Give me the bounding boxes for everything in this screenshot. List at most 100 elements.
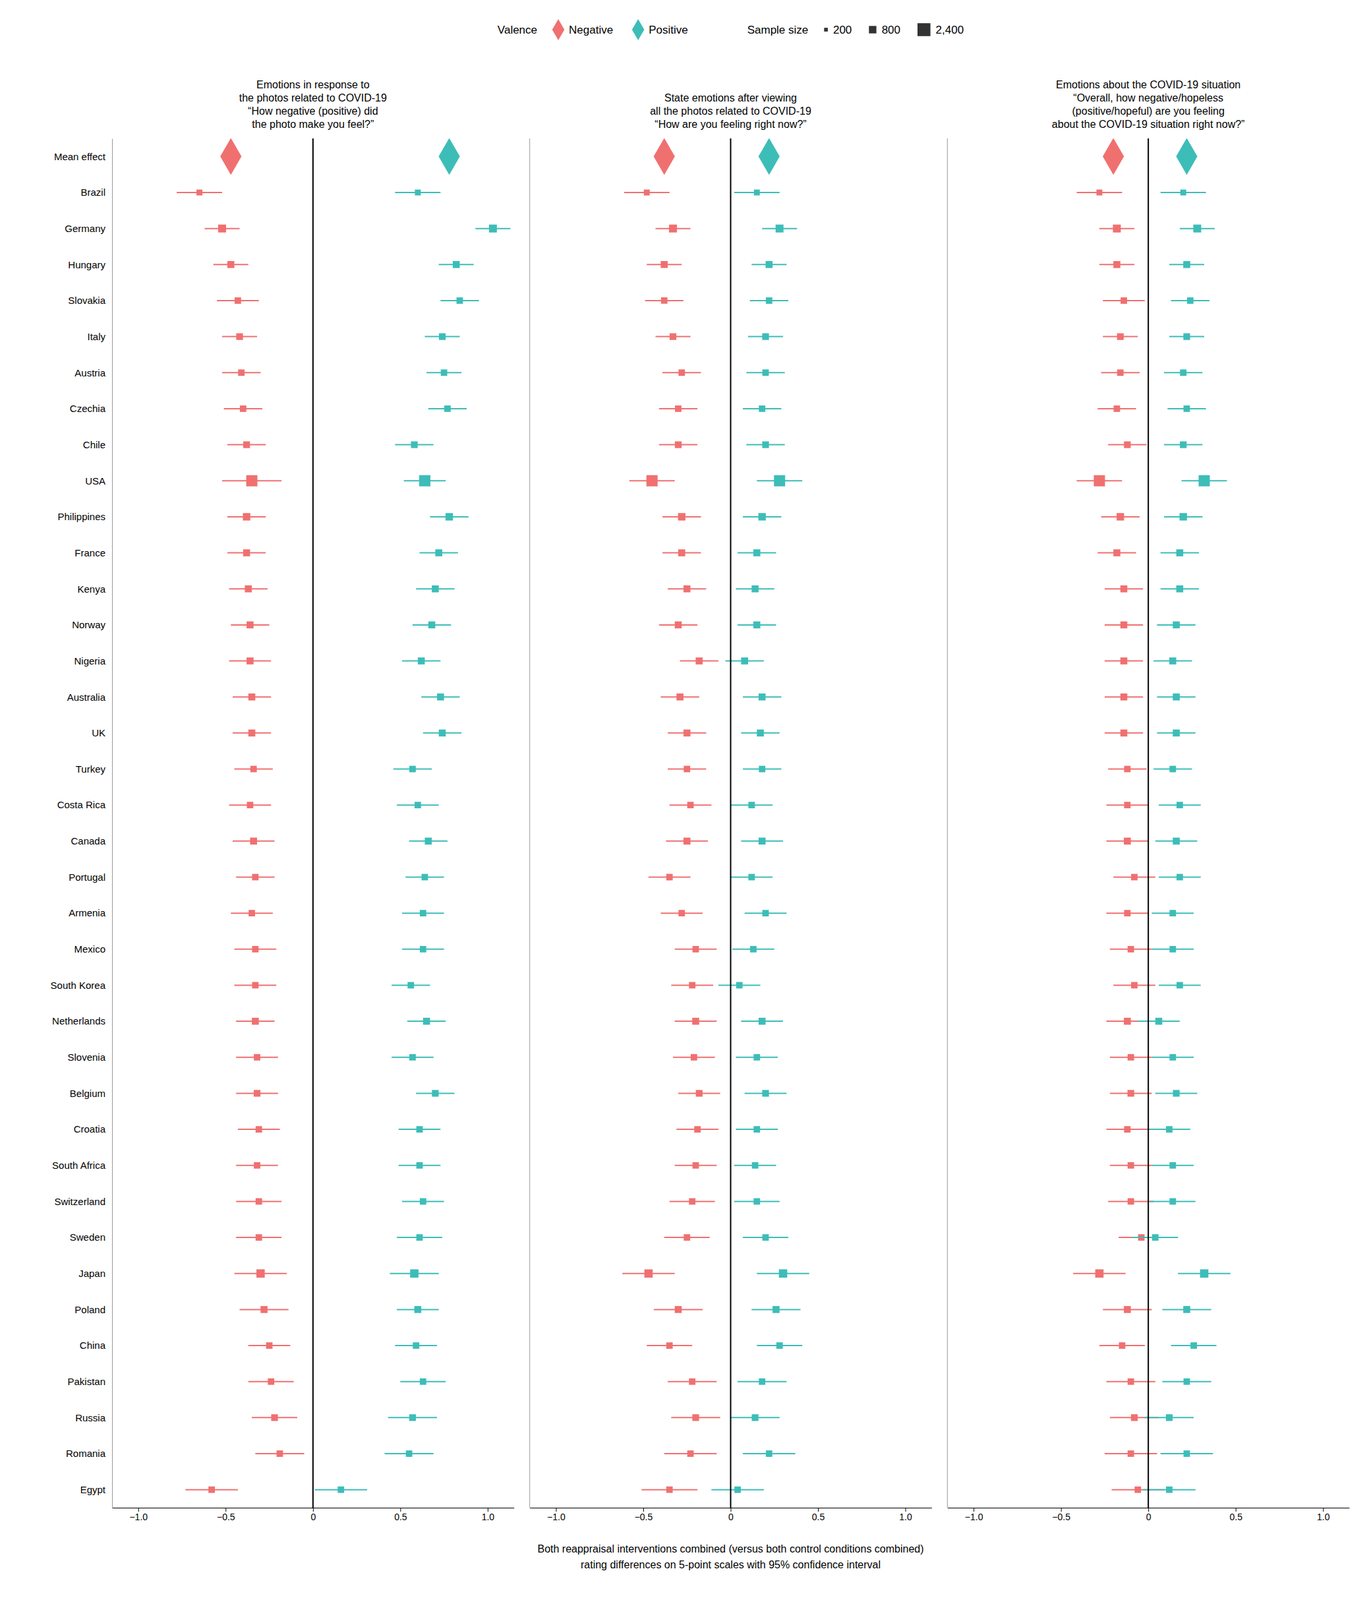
legend-marker [552, 19, 565, 41]
y-tick-label: Nigeria [73, 655, 106, 667]
y-tick-label: USA [85, 475, 106, 487]
y-tick-label: China [79, 1339, 107, 1351]
panel: −1.0−0.500.51.0State emotions after view… [529, 92, 933, 1522]
point [758, 765, 766, 773]
y-tick: Czechia [69, 402, 113, 414]
point [1123, 1305, 1132, 1313]
x-axis: −1.0−0.500.51.0 [112, 1507, 515, 1522]
point [1120, 657, 1128, 665]
point [683, 765, 691, 773]
point [1183, 1450, 1191, 1457]
point [1165, 1486, 1173, 1493]
point [674, 621, 683, 629]
point [734, 1486, 741, 1493]
x-tick-label: 1.0 [481, 1511, 496, 1522]
series [176, 138, 305, 1493]
x-tick-label: 0 [310, 1511, 316, 1522]
point [438, 333, 446, 341]
point [419, 909, 427, 917]
point [1165, 1125, 1173, 1133]
point [1123, 1017, 1132, 1025]
point [669, 333, 677, 341]
point [761, 440, 769, 448]
point [776, 1341, 784, 1349]
point [1134, 1486, 1141, 1493]
point [267, 1378, 275, 1385]
point [255, 1125, 263, 1133]
point [412, 1341, 420, 1349]
chart: −1.0−0.500.51.0Mean effectBrazilGermanyH… [0, 0, 1369, 1600]
y-tick-label: Netherlands [52, 1015, 106, 1027]
point [440, 369, 448, 376]
point [1179, 512, 1188, 521]
point [761, 333, 769, 341]
x-tick: −1.0 [547, 1507, 566, 1522]
point [1152, 1233, 1159, 1241]
y-tick: Slovakia [67, 294, 113, 306]
y-tick: Croatia [73, 1123, 113, 1135]
point [1119, 1341, 1126, 1349]
series [622, 138, 720, 1493]
point [1183, 261, 1191, 269]
x-tick-label: 1.0 [899, 1511, 913, 1522]
y-tick-label: Turkey [75, 763, 107, 775]
series [314, 138, 511, 1493]
point [255, 1233, 263, 1241]
y-tick: South Africa [52, 1159, 113, 1171]
x-tick: −1.0 [129, 1507, 148, 1522]
zero-line [1147, 138, 1149, 1508]
x-axis-title: Both reappraisal interventions combined … [537, 1543, 924, 1571]
point [661, 297, 668, 304]
y-tick: UK [91, 727, 113, 739]
point [255, 1198, 263, 1205]
point [775, 224, 784, 233]
point [643, 189, 650, 196]
point [416, 1233, 424, 1241]
y-axis: Mean effectBrazilGermanyHungarySlovakiaI… [50, 139, 113, 1509]
y-tick-label: Hungary [67, 259, 106, 271]
point [438, 729, 447, 737]
point [1187, 297, 1194, 304]
y-axis-line [947, 138, 948, 1508]
point [683, 837, 691, 845]
point [1179, 440, 1187, 448]
point [753, 621, 761, 629]
point [251, 1017, 260, 1025]
point [683, 585, 691, 593]
point [752, 1162, 759, 1169]
y-tick: Egypt [80, 1483, 113, 1495]
y-tick: Mexico [73, 943, 113, 955]
point [423, 1017, 431, 1025]
point [660, 261, 668, 269]
x-tick: −0.5 [1051, 1507, 1071, 1522]
point [666, 1486, 673, 1493]
y-tick: Sweden [69, 1231, 113, 1243]
point [1169, 909, 1176, 917]
point [1200, 1268, 1209, 1278]
point [421, 873, 429, 881]
point [1120, 585, 1128, 593]
size-legend-title: Sample size [747, 23, 809, 37]
x-tick: −0.5 [634, 1507, 654, 1522]
point [337, 1486, 345, 1493]
y-tick-label: Poland [74, 1303, 106, 1315]
y-tick: Kenya [77, 583, 113, 595]
point [666, 1341, 673, 1349]
y-tick-label: Egypt [80, 1483, 107, 1495]
zero-line [730, 138, 732, 1508]
point [409, 1268, 419, 1278]
point [1131, 982, 1138, 989]
y-tick: Canada [70, 835, 113, 847]
panel: −1.0−0.500.51.0Mean effectBrazilGermanyH… [50, 79, 515, 1522]
point [758, 512, 766, 521]
point [414, 1305, 422, 1313]
point [250, 765, 258, 773]
point [251, 982, 259, 989]
point [208, 1486, 215, 1493]
point [253, 1089, 261, 1097]
point [436, 693, 445, 701]
point [456, 297, 464, 304]
x-axis: −1.0−0.500.51.0 [947, 1507, 1350, 1522]
point [1127, 1450, 1135, 1457]
summary-point [220, 138, 242, 175]
